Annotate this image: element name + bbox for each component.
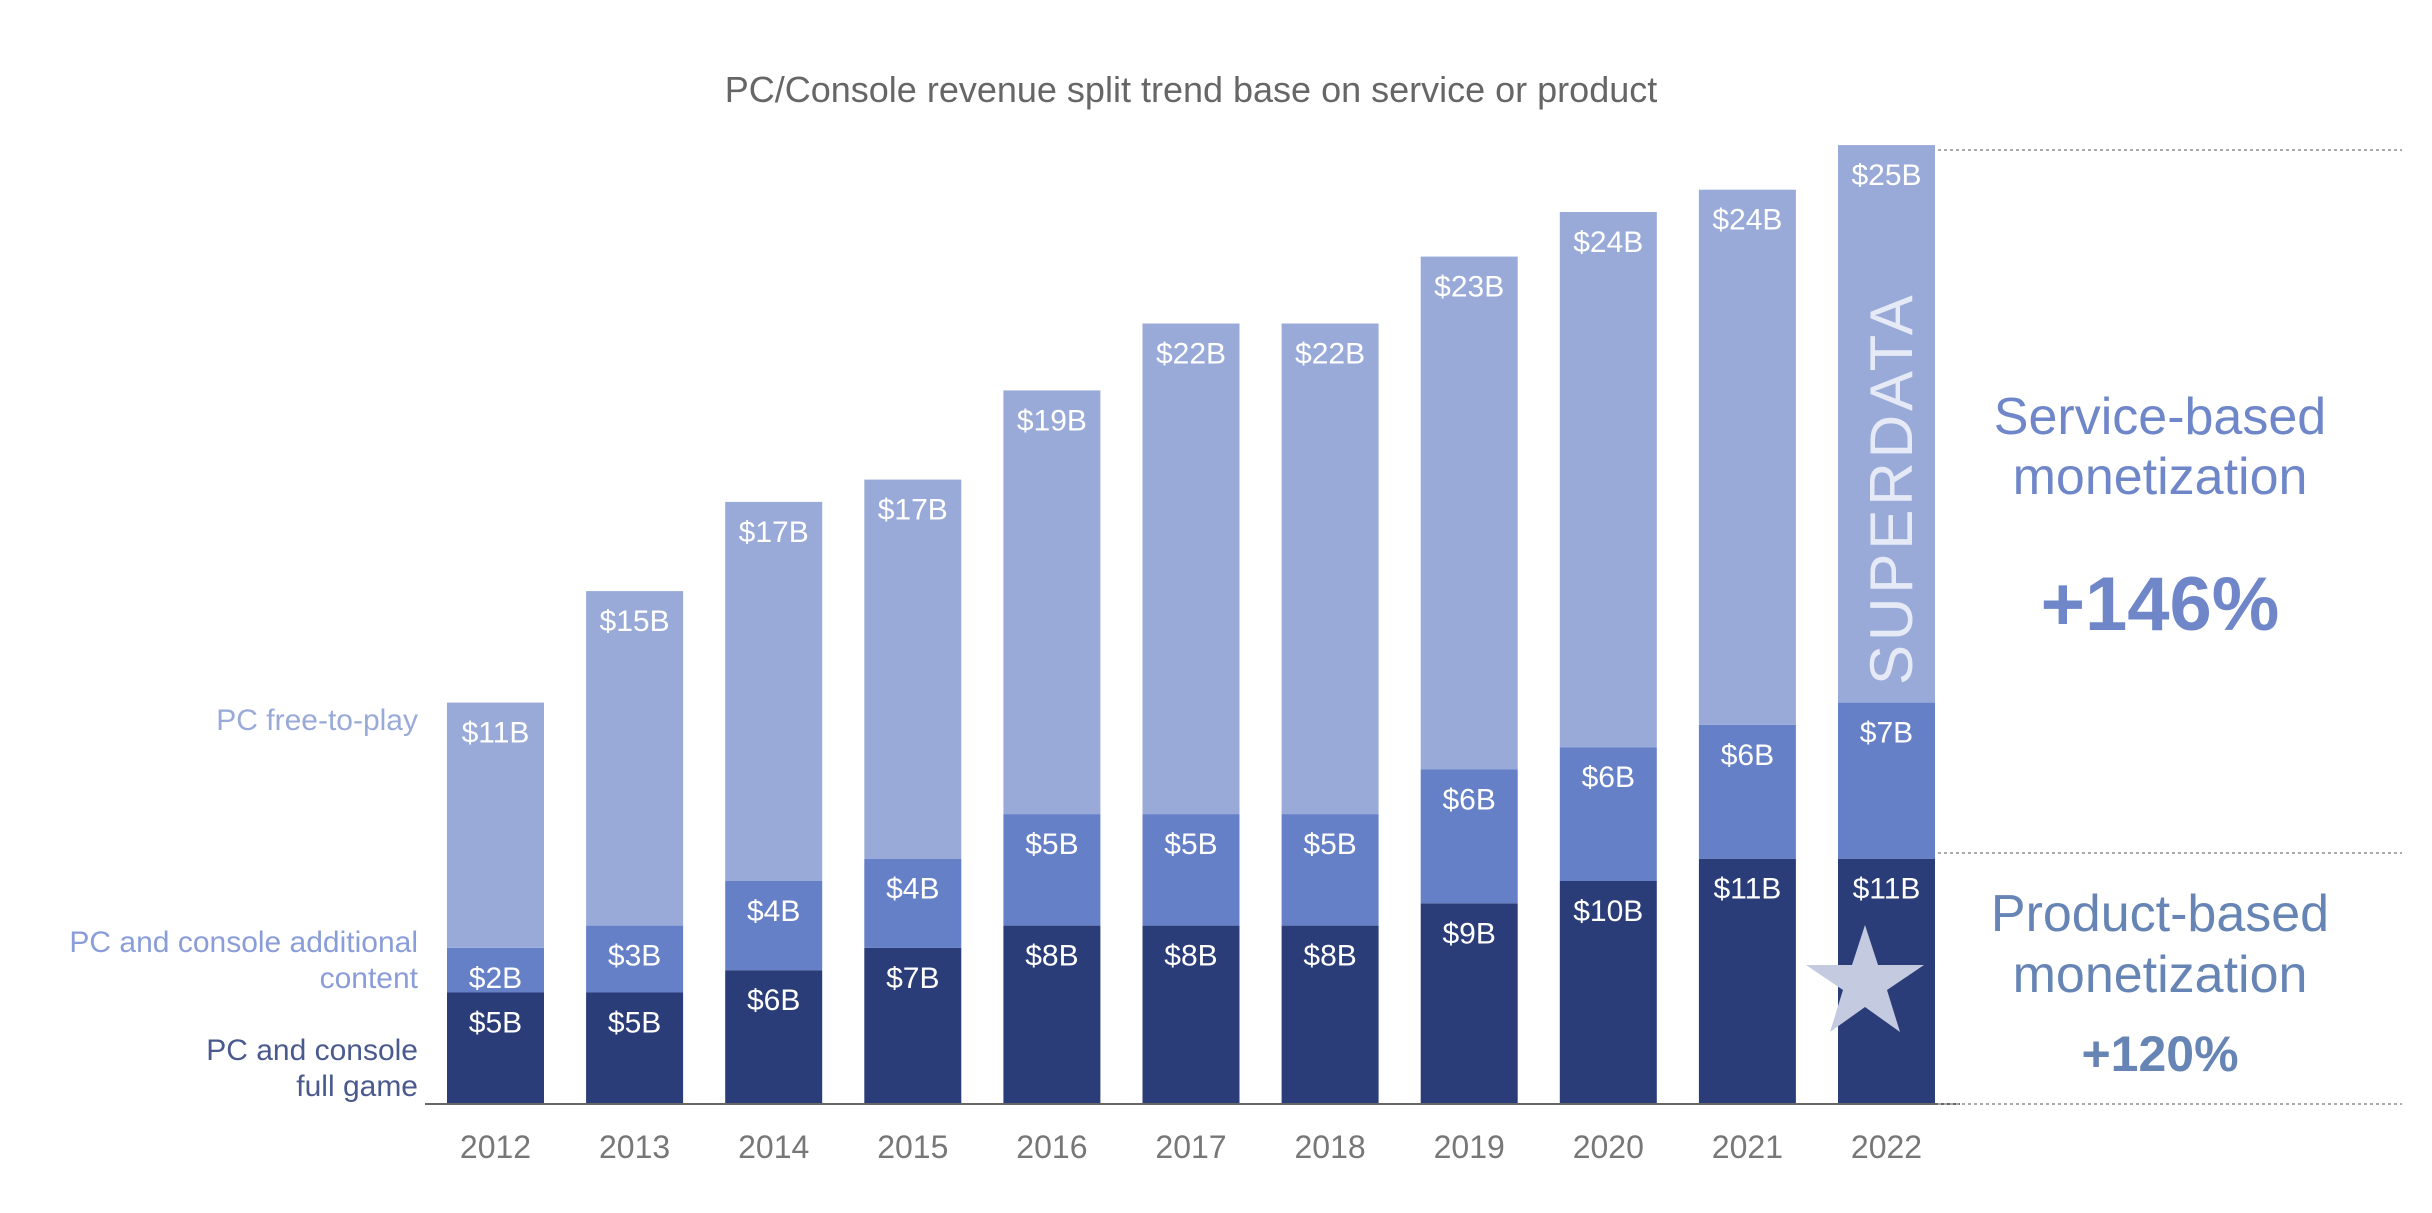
legend-label: PC free-to-play [216, 704, 418, 737]
data-label: $3B [608, 940, 661, 973]
bar-segment-2020-1 [1559, 747, 1657, 881]
product-label-line1: Product-based [1991, 885, 2329, 943]
bar-segment-2020-2 [1559, 212, 1657, 748]
data-label: $23B [1434, 271, 1504, 304]
data-label: $6B [1721, 739, 1774, 772]
data-label: $5B [1164, 828, 1217, 861]
data-label: $17B [739, 516, 809, 549]
legend-label: PC and console [206, 1034, 418, 1067]
bar-segment-2017-1 [1142, 814, 1240, 926]
bar-segment-2017-2 [1142, 323, 1240, 815]
bar-segment-2013-1 [586, 925, 684, 993]
data-label: $5B [608, 1007, 661, 1040]
bar-segment-2019-2 [1420, 256, 1518, 770]
data-label: $4B [747, 895, 800, 928]
x-tick-label: 2020 [1573, 1129, 1644, 1165]
data-label: $24B [1573, 226, 1643, 259]
star-icon [1806, 925, 1924, 1032]
data-label: $8B [1025, 940, 1078, 973]
legend-label: content [320, 962, 419, 995]
data-label: $17B [878, 494, 948, 527]
bar-segment-2012-0 [447, 992, 544, 1104]
data-label: $6B [1582, 761, 1635, 794]
bar-segment-2020-0 [1559, 881, 1657, 1104]
bar-segment-2018-0 [1281, 925, 1379, 1104]
data-label: $6B [1443, 784, 1496, 817]
bar-segment-2016-2 [1003, 390, 1101, 815]
bar-segment-2012-2 [447, 702, 544, 948]
data-label: $15B [600, 605, 670, 638]
bar-segment-2021-2 [1698, 189, 1796, 725]
bar-segment-2018-1 [1281, 814, 1379, 926]
bar-segment-2014-1 [725, 881, 823, 971]
bar-segment-2019-1 [1420, 769, 1518, 904]
service-label-line2: monetization [2013, 448, 2308, 506]
product-annotation: Product-based monetization +120% [1991, 885, 2329, 1082]
data-label: $11B [462, 717, 530, 750]
x-tick-label: 2016 [1016, 1129, 1087, 1165]
bar-segment-2015-2 [864, 479, 962, 859]
bar-segment-2019-0 [1420, 903, 1518, 1104]
x-tick-label: 2019 [1434, 1129, 1505, 1165]
bar-segment-2012-1 [447, 947, 544, 993]
legend-label: PC and console additional [69, 926, 418, 959]
x-tick-label: 2015 [877, 1129, 948, 1165]
data-label: $2B [469, 962, 522, 995]
watermark-text: SUPERDATA [1858, 291, 1925, 685]
data-label: $5B [1025, 828, 1078, 861]
bar-segment-2014-0 [725, 970, 823, 1104]
bar-segment-2021-0 [1698, 858, 1796, 1104]
product-change: +120% [2081, 1026, 2238, 1082]
bar-segment-2022-2 [1838, 145, 1935, 703]
bar-segment-2015-0 [864, 947, 962, 1104]
bar-segment-2022-1 [1838, 702, 1935, 859]
service-label-line1: Service-based [1994, 388, 2326, 446]
bar-segment-2016-1 [1003, 814, 1101, 926]
legend-label: full game [296, 1070, 418, 1103]
bar-segment-2016-0 [1003, 925, 1101, 1104]
x-tick-label: 2014 [738, 1129, 809, 1165]
data-label: $6B [747, 984, 800, 1017]
x-tick-label: 2022 [1851, 1129, 1922, 1165]
bar-segment-2013-0 [586, 992, 684, 1104]
service-annotation: Service-based monetization +146% [1994, 388, 2326, 647]
data-label: $22B [1295, 338, 1365, 371]
chart-title: PC/Console revenue split trend base on s… [725, 69, 1658, 110]
bar-segment-2015-1 [864, 858, 962, 948]
bar-segment-2021-1 [1698, 724, 1796, 859]
data-label: $8B [1303, 940, 1356, 973]
data-label: $22B [1156, 338, 1226, 371]
bar-segment-2013-2 [586, 591, 684, 926]
data-label: $11B [1853, 873, 1921, 906]
data-label: $24B [1712, 204, 1782, 237]
data-label: $10B [1573, 895, 1643, 928]
bars-group: $5B $2B $11B 2012 $5B $3B $15B 2013 $6B $4B $17B 20… [447, 145, 1935, 1165]
x-tick-label: 2013 [599, 1129, 670, 1165]
x-tick-label: 2021 [1712, 1129, 1783, 1165]
bar-segment-2014-2 [725, 501, 823, 881]
x-tick-label: 2017 [1155, 1129, 1226, 1165]
data-label: $9B [1443, 917, 1496, 950]
service-change: +146% [2041, 562, 2280, 647]
x-tick-label: 2018 [1295, 1129, 1366, 1165]
data-label: $19B [1017, 404, 1087, 437]
bar-segment-2017-0 [1142, 925, 1240, 1104]
data-label: $7B [1860, 717, 1913, 750]
x-tick-label: 2012 [460, 1129, 531, 1165]
data-label: $7B [886, 962, 939, 995]
data-label: $4B [886, 873, 939, 906]
data-label: $5B [1303, 828, 1356, 861]
bar-segment-2018-2 [1281, 323, 1379, 815]
superdata-logo: SUPERDATA [1806, 291, 1925, 1032]
data-label: $5B [469, 1007, 522, 1040]
data-label: $11B [1713, 873, 1781, 906]
data-label: $25B [1851, 159, 1921, 192]
data-label: $8B [1164, 940, 1217, 973]
product-label-line2: monetization [2013, 946, 2308, 1004]
